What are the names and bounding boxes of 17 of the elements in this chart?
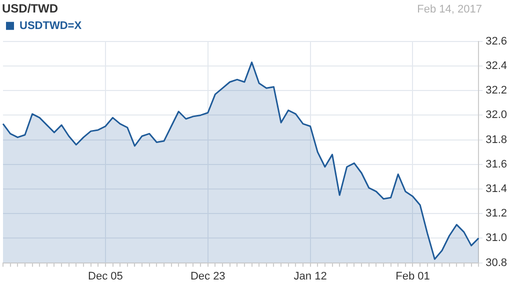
y-tick-label: 31.0: [486, 232, 508, 244]
chart-title: USD/TWD: [2, 2, 58, 16]
y-tick-label: 31.2: [486, 208, 508, 220]
y-tick-label: 31.4: [486, 183, 508, 196]
legend-label: USDTWD=X: [20, 20, 82, 32]
x-tick-label: Jan 12: [294, 270, 327, 282]
y-tick-label: 32.0: [486, 109, 508, 122]
y-tick-label: 31.8: [486, 134, 508, 146]
x-tick-label: Feb 01: [396, 270, 430, 282]
y-tick-label: 30.8: [486, 256, 508, 269]
text: Feb 14, 2017: [417, 4, 482, 16]
y-tick-label: 31.6: [486, 158, 508, 170]
x-tick-label: Dec 23: [190, 270, 226, 282]
y-tick-label: 32.6: [486, 35, 508, 48]
x-tick-label: Dec 05: [88, 270, 123, 282]
y-tick-label: 32.4: [486, 60, 508, 72]
y-tick-label: 32.2: [486, 84, 508, 97]
